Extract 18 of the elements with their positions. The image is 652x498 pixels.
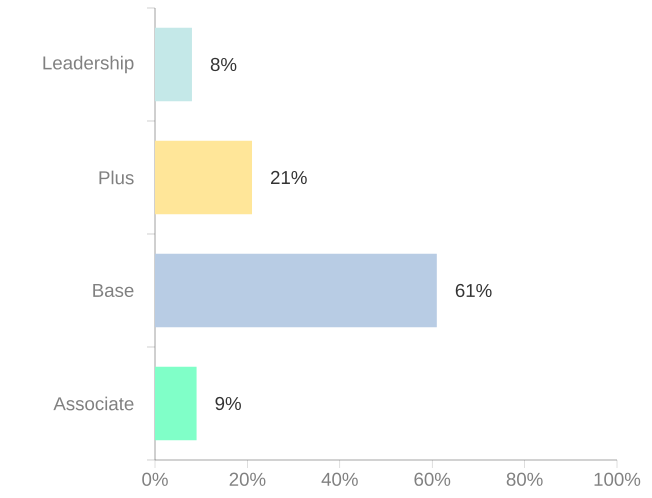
y-tick-label: Leadership	[43, 56, 134, 74]
x-tick-label: 0%	[142, 472, 168, 486]
y-tick-label: Base	[93, 284, 134, 298]
data-label: 61%	[456, 284, 492, 298]
y-tick-label: Associate	[53, 396, 134, 410]
data-label: 8%	[210, 58, 236, 72]
x-tick-label: 100%	[594, 472, 640, 486]
bar	[155, 28, 192, 102]
y-tick-label: Plus	[100, 170, 134, 184]
data-label: 9%	[216, 396, 241, 410]
data-label: 21%	[271, 170, 307, 184]
x-tick-label: 80%	[506, 472, 543, 486]
x-tick-label: 20%	[230, 472, 266, 486]
x-tick-label: 40%	[322, 472, 358, 486]
bar	[155, 254, 437, 328]
bar	[155, 140, 252, 214]
x-tick-label: 60%	[414, 472, 450, 486]
bar	[155, 366, 197, 440]
